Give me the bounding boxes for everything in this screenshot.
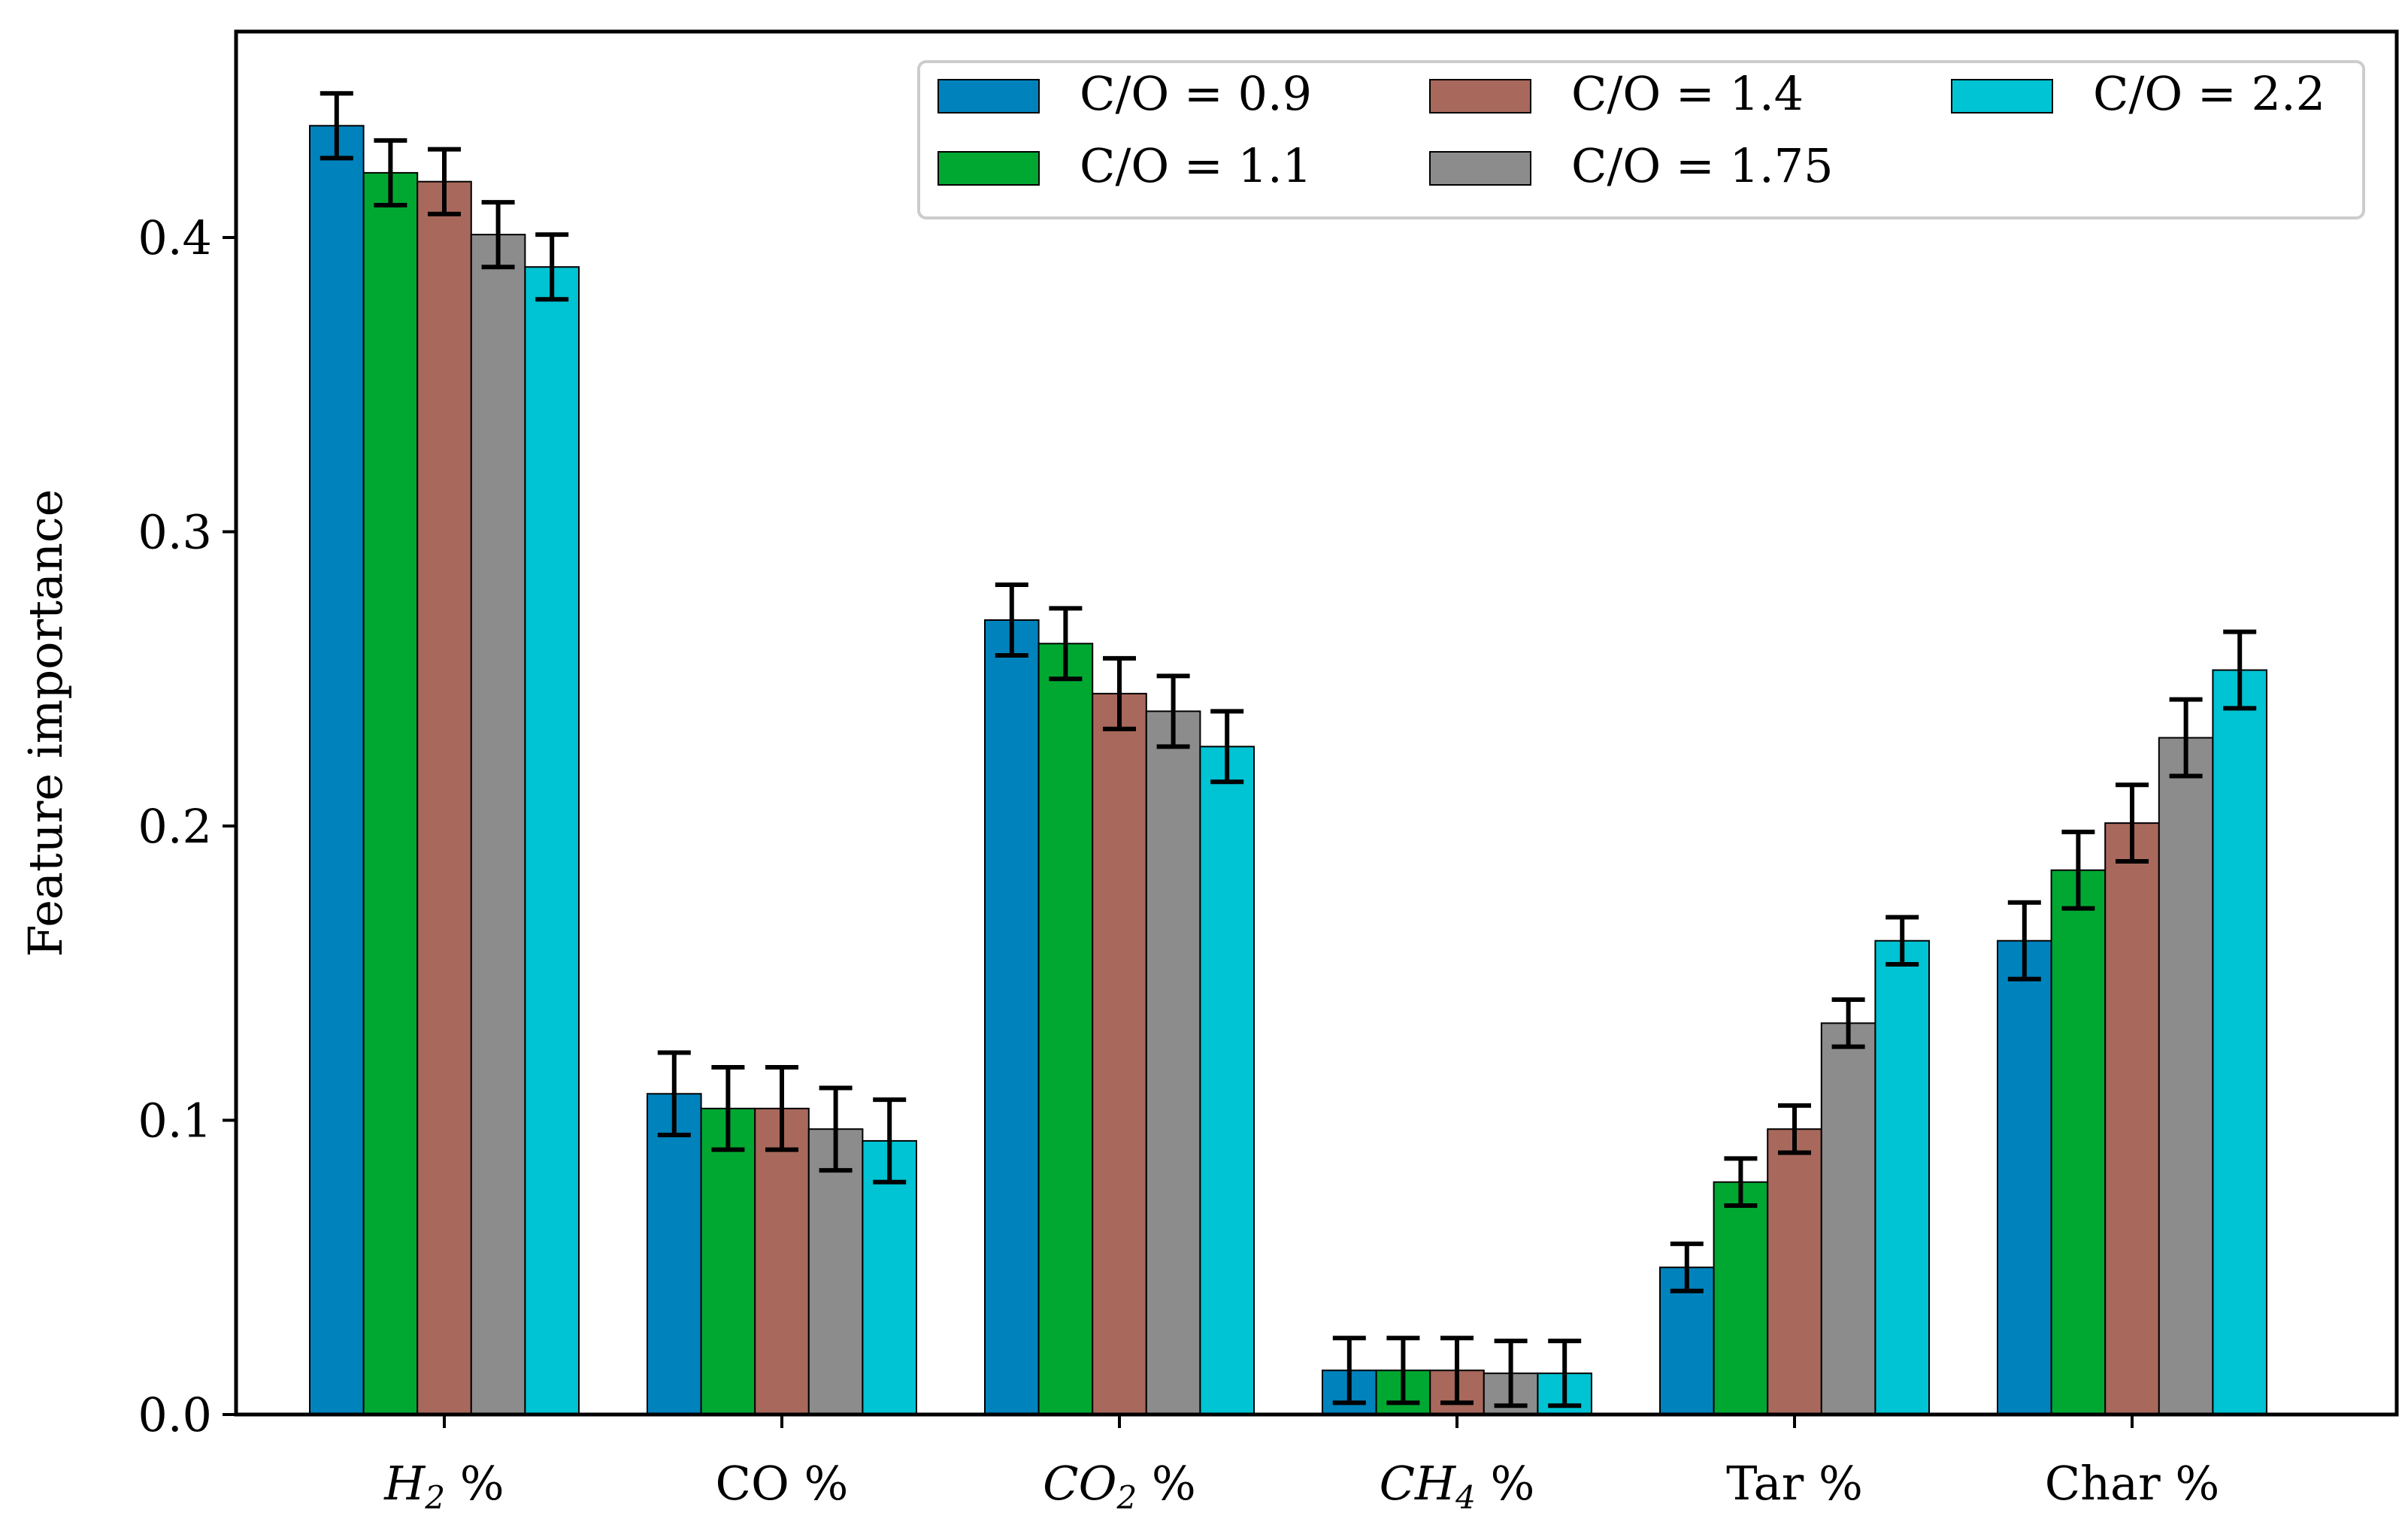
legend-label-1: C/O = 1.1 xyxy=(1080,138,1312,193)
x-tick-label-1: CO % xyxy=(716,1456,849,1511)
legend-label-2: C/O = 1.4 xyxy=(1571,66,1804,121)
legend-label-0: C/O = 0.9 xyxy=(1080,66,1312,121)
bar-4-3 xyxy=(1820,1022,1876,1415)
bar-0-0 xyxy=(309,125,365,1415)
bar-2-4 xyxy=(1199,746,1255,1415)
bar-5-3 xyxy=(2158,737,2214,1415)
x-tick-label-3: CH4 % xyxy=(1380,1456,1535,1516)
y-axis: 0.0 0.1 0.2 0.3 0.4 xyxy=(138,210,236,1442)
y-tick-label-2: 0.2 xyxy=(138,799,212,854)
legend: C/O = 0.9 C/O = 1.1 C/O = 1.4 C/O = 1.75 C/O… xyxy=(917,60,2365,219)
y-tick-label-1: 0.1 xyxy=(138,1094,212,1148)
bar-1-0 xyxy=(647,1093,702,1416)
bar-2-2 xyxy=(1092,692,1147,1415)
error-bars-layer xyxy=(320,91,2257,1409)
plot-frame xyxy=(234,29,2399,1417)
bar-5-4 xyxy=(2212,669,2267,1415)
y-tick-label-0: 0.0 xyxy=(138,1387,212,1442)
bar-2-1 xyxy=(1037,643,1094,1415)
legend-label-3: C/O = 1.75 xyxy=(1571,138,1834,193)
bar-0-1 xyxy=(362,171,419,1415)
x-axis: H2 % CO % CO2 % CH4 % Tar % Char % xyxy=(383,1415,2219,1516)
bar-0-4 xyxy=(524,266,580,1415)
bar-0-2 xyxy=(416,180,472,1416)
bar-5-1 xyxy=(2050,869,2107,1415)
y-tick-label-4: 0.4 xyxy=(138,210,212,265)
bar-2-3 xyxy=(1145,710,1201,1415)
legend-swatch-1 xyxy=(937,151,1040,186)
bar-0-3 xyxy=(470,234,526,1415)
legend-swatch-2 xyxy=(1429,79,1531,113)
x-tick-label-4: Tar % xyxy=(1726,1456,1863,1511)
legend-label-4: C/O = 2.2 xyxy=(2093,66,2325,121)
bar-4-1 xyxy=(1713,1181,1769,1415)
bar-5-0 xyxy=(1997,940,2052,1415)
bars-layer xyxy=(309,125,2267,1416)
x-tick-label-5: Char % xyxy=(2045,1456,2220,1511)
legend-swatch-3 xyxy=(1429,151,1531,186)
bar-1-1 xyxy=(700,1107,756,1415)
bar-4-4 xyxy=(1874,940,1930,1415)
y-tick-label-3: 0.3 xyxy=(138,505,212,560)
bar-5-2 xyxy=(2104,822,2160,1415)
legend-swatch-0 xyxy=(937,79,1040,113)
bar-4-2 xyxy=(1767,1128,1822,1416)
x-tick-label-0: H2 % xyxy=(383,1456,504,1516)
legend-swatch-4 xyxy=(1951,79,2053,113)
bar-2-0 xyxy=(984,619,1040,1415)
y-axis-title: Feature importance xyxy=(18,489,73,958)
bar-1-2 xyxy=(754,1107,810,1415)
x-tick-label-2: CO2 % xyxy=(1043,1456,1196,1516)
